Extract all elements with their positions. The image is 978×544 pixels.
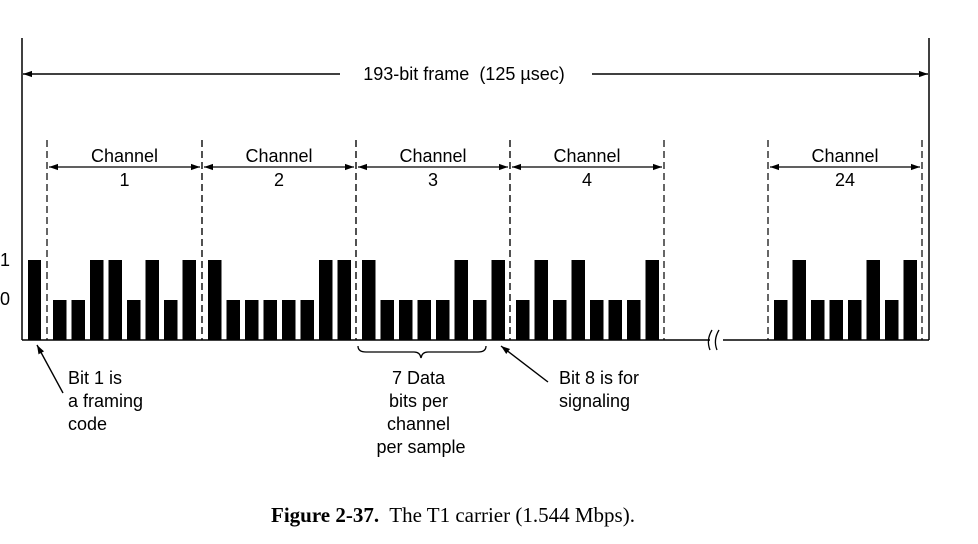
bit-bar (534, 260, 548, 340)
bit-bar (571, 260, 585, 340)
bit-bar (399, 300, 413, 340)
bit-bar (127, 300, 141, 340)
bit-bar (903, 260, 917, 340)
channel-number: 4 (582, 170, 592, 190)
channel-label: Channel (399, 146, 466, 166)
bit-bar (53, 300, 67, 340)
data-bits-annotation: 7 Data bits per channel per sample (376, 368, 465, 457)
bit-bar (811, 300, 825, 340)
bit-bar (263, 300, 277, 340)
bit-bar (473, 300, 487, 340)
bit-bar (627, 300, 641, 340)
caption-label: Figure 2-37. (271, 503, 380, 527)
level-label-low: 0 (0, 289, 10, 309)
channel-number: 3 (428, 170, 438, 190)
channel-label: Channel (811, 146, 878, 166)
bit-bar (362, 260, 376, 340)
bit-bar (108, 260, 122, 340)
channel-group: Channel 24 (767, 140, 923, 340)
bit-bar (608, 300, 622, 340)
framing-annotation: Bit 1 is a framing code (68, 368, 148, 434)
channel-group: Channel 3 (355, 140, 511, 340)
channel-number: 1 (119, 170, 129, 190)
t1-frame-diagram: 193-bit frame (125 µsec) 1 0 Channel1Cha… (0, 38, 930, 457)
bit-bar (866, 260, 880, 340)
bit-bar (208, 260, 222, 340)
break-mark-right (714, 329, 720, 351)
bit-bar (553, 300, 567, 340)
channel-label: Channel (91, 146, 158, 166)
bit-bar (774, 300, 788, 340)
bit-bar (885, 300, 899, 340)
bit-bar (829, 300, 843, 340)
bit-bar (516, 300, 530, 340)
caption-text: The T1 carrier (1.544 Mbps). (389, 503, 635, 527)
bit-bar (71, 300, 85, 340)
channel-group: Channel 2 (201, 140, 357, 340)
bit-bar (792, 260, 806, 340)
figure-caption: Figure 2-37. The T1 carrier (1.544 Mbps)… (0, 503, 906, 528)
bit-bar (380, 300, 394, 340)
channel-number: 24 (835, 170, 855, 190)
bit-bar (645, 260, 659, 340)
channel-number: 2 (274, 170, 284, 190)
bit-bar (436, 300, 450, 340)
bit-bar (319, 260, 333, 340)
signaling-annotation-arrow (500, 345, 549, 383)
signaling-annotation: Bit 8 is for signaling (559, 368, 644, 411)
bit-bar (182, 260, 196, 340)
channel-group: Channel 4 (509, 140, 665, 340)
framing-bit (28, 260, 41, 340)
data-bits-brace (357, 345, 487, 359)
bit-bar (417, 300, 431, 340)
bit-bar (848, 300, 862, 340)
bit-bar (454, 260, 468, 340)
framing-annotation-arrow (36, 344, 64, 394)
level-label-high: 1 (0, 250, 10, 270)
bit-bar (491, 260, 505, 340)
bit-bar (90, 260, 104, 340)
bit-bar (337, 260, 351, 340)
break-mark-left (707, 329, 713, 351)
bit-bar (300, 300, 314, 340)
bit-bar (590, 300, 604, 340)
bit-bar (282, 300, 296, 340)
bit-bar (164, 300, 178, 340)
channel-label: Channel (553, 146, 620, 166)
bit-bar (245, 300, 259, 340)
bit-bar (226, 300, 240, 340)
bit-bar (145, 260, 159, 340)
frame-label: 193-bit frame (125 µsec) (363, 64, 564, 84)
channel-groups: Channel 1 Channel 2 Channel 3 Channel 4 Channel 2… (46, 140, 923, 340)
channel-group: Channel 1 (46, 140, 203, 340)
channel-label: Channel (245, 146, 312, 166)
